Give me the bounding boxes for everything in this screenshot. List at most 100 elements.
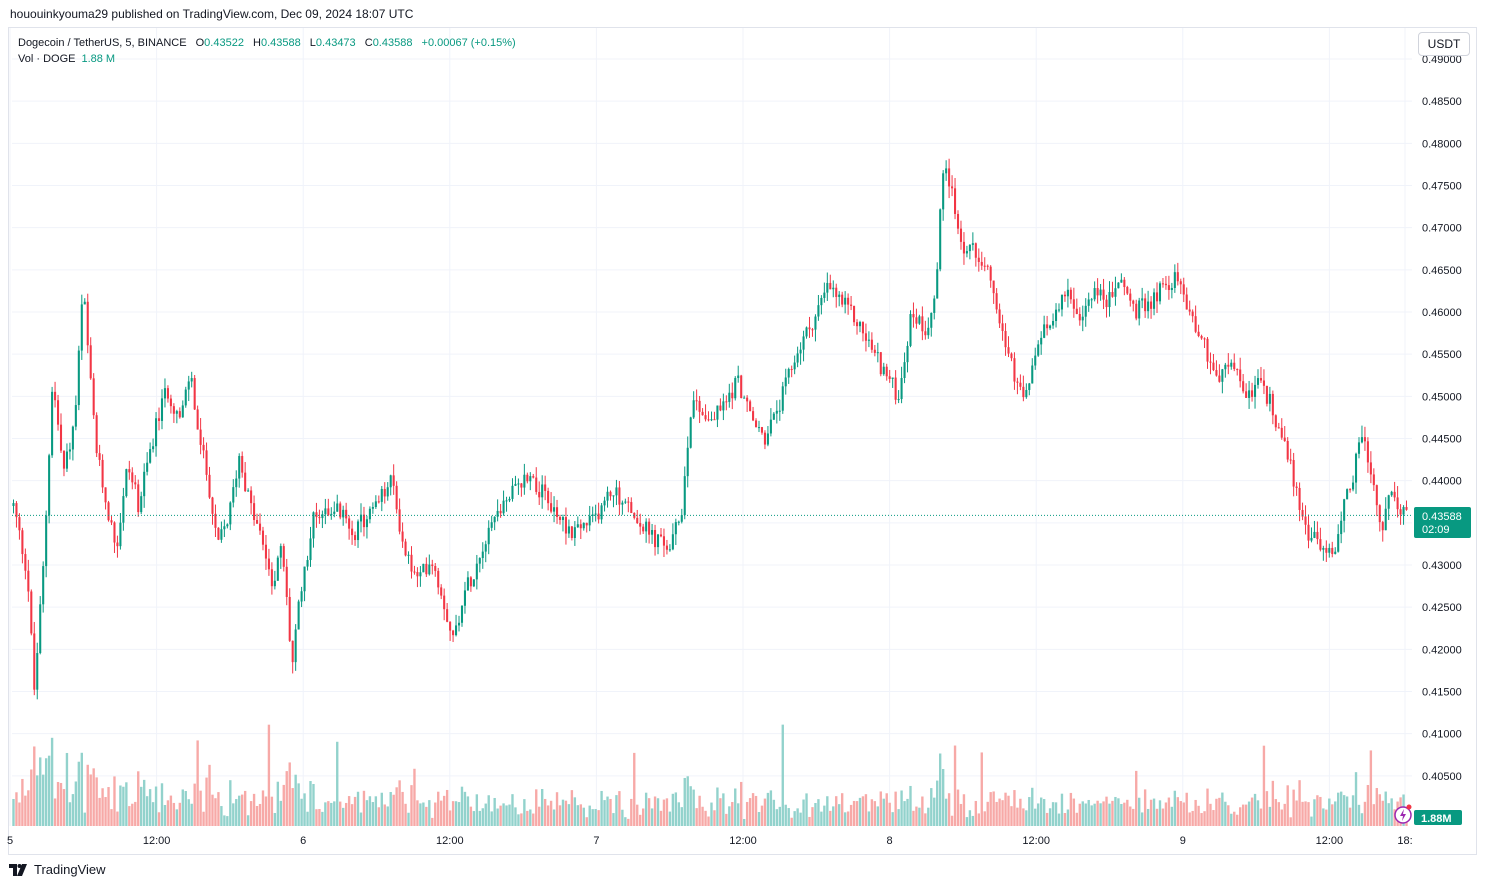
volume-bar <box>1054 802 1058 826</box>
volume-bar <box>585 817 588 826</box>
volume-bar <box>778 806 781 826</box>
candle-body <box>692 400 695 418</box>
volume-bar <box>288 762 291 826</box>
candle-body <box>267 558 270 570</box>
candle-body <box>885 366 888 377</box>
candle-body <box>648 521 651 535</box>
volume-bar <box>1084 803 1087 826</box>
volume-bar <box>148 789 152 826</box>
symbol-title[interactable]: Dogecoin / TetherUS, 5, BINANCE <box>18 37 187 49</box>
volume-bar <box>1206 788 1209 826</box>
candle-body <box>398 509 401 532</box>
volume-bar <box>181 789 184 826</box>
volume-bar <box>600 790 603 826</box>
volume-bar <box>950 815 954 826</box>
candle-body <box>434 566 437 571</box>
currency-button[interactable]: USDT <box>1418 32 1470 56</box>
candle-body <box>1150 301 1153 309</box>
candle-body <box>107 502 110 521</box>
volume-bar <box>1105 796 1108 826</box>
volume-bar <box>318 809 321 826</box>
volume-bar <box>1152 798 1156 826</box>
tradingview-logo[interactable]: TradingView <box>9 862 106 877</box>
candle-body <box>484 544 487 552</box>
volume-legend-label[interactable]: Vol · DOGE <box>18 53 76 65</box>
candle-body <box>752 411 755 421</box>
candle-body <box>152 446 155 450</box>
volume-bar <box>344 802 348 826</box>
candle-body <box>912 314 915 318</box>
candle-body <box>469 577 472 587</box>
candle-body <box>897 399 900 401</box>
volume-bar <box>992 791 995 826</box>
candle-body <box>535 477 538 492</box>
volume-bar <box>838 804 841 826</box>
candle-body <box>1384 508 1387 531</box>
volume-bar <box>407 812 410 826</box>
volume-bar <box>392 794 395 826</box>
volume-bar <box>86 764 89 826</box>
volume-bar <box>282 784 285 826</box>
candle-body <box>300 591 303 602</box>
volume-bar <box>927 807 930 826</box>
candle-body <box>247 490 250 492</box>
candle-body <box>514 483 517 486</box>
volume-bar <box>1256 800 1260 826</box>
candle-body <box>95 415 98 454</box>
volume-bar <box>1325 809 1328 826</box>
candle-body <box>499 510 502 514</box>
volume-bar <box>808 816 811 826</box>
candle-body <box>555 507 559 517</box>
candle-body <box>184 389 187 406</box>
candle-body <box>1102 289 1105 300</box>
volume-bar <box>707 816 710 826</box>
candle-body <box>826 282 829 293</box>
volume-bar <box>1238 807 1242 826</box>
candle-body <box>627 501 630 503</box>
volume-bar <box>300 798 303 826</box>
volume-bar <box>65 752 69 826</box>
candle-body <box>1396 497 1399 510</box>
candle-body <box>1060 294 1064 310</box>
candle-body <box>54 391 57 401</box>
volume-bar <box>56 781 60 826</box>
volume-bar <box>704 810 707 826</box>
volume-bar <box>113 776 116 826</box>
volume-bar <box>754 795 758 826</box>
volume-bar <box>1375 788 1379 826</box>
candle-body <box>1135 303 1138 319</box>
volume-bar <box>701 806 704 826</box>
volume-bar <box>490 811 493 826</box>
volume-bar <box>671 793 675 826</box>
candle-body <box>15 503 18 518</box>
volume-bar <box>1215 798 1218 826</box>
candle-body <box>1322 547 1325 550</box>
volume-bar <box>1042 799 1046 826</box>
volume-bar <box>968 810 972 826</box>
volume-bar <box>53 798 57 826</box>
volume-bar <box>939 753 942 826</box>
candle-body <box>621 502 624 505</box>
candle-body <box>229 502 232 525</box>
volume-bar <box>306 811 309 826</box>
candle-body <box>1155 292 1159 302</box>
volume-bar <box>104 797 107 826</box>
candle-body <box>680 515 683 522</box>
candle-body <box>606 491 609 501</box>
x-tick-label: 6 <box>300 835 306 847</box>
alert-icon[interactable] <box>1394 804 1412 824</box>
volume-bar <box>1158 800 1162 826</box>
open-value: 0.43522 <box>204 37 244 49</box>
volume-bar <box>341 807 345 826</box>
candle-body <box>253 503 256 521</box>
volume-bar <box>787 808 790 826</box>
volume-bar <box>1087 799 1090 826</box>
grid-lines <box>9 28 1412 826</box>
candle-body <box>615 487 618 496</box>
volume-bar <box>217 792 220 826</box>
volume-bar <box>540 789 544 826</box>
candle-body <box>612 495 615 497</box>
countdown-label: 02:09 <box>1422 524 1450 536</box>
volume-bar <box>499 805 502 826</box>
